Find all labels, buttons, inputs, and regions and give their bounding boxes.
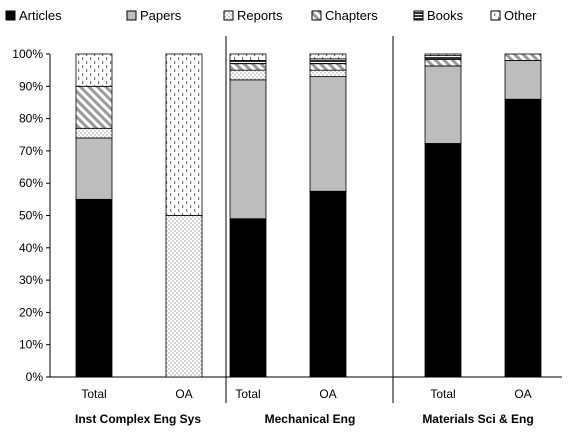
legend-swatch-papers bbox=[126, 10, 137, 21]
y-tick-label: 40% bbox=[19, 241, 43, 255]
y-tick-label: 90% bbox=[19, 79, 43, 93]
group-label-mechanical-eng: Mechanical Eng bbox=[265, 412, 356, 426]
group-label-materials-sci-eng: Materials Sci & Eng bbox=[422, 412, 533, 426]
bar-segment-articles bbox=[229, 218, 267, 378]
x-category-label: OA bbox=[319, 387, 336, 401]
bar-stack-2 bbox=[229, 53, 267, 378]
bar-segment-books bbox=[309, 58, 347, 65]
bar-segment-articles bbox=[309, 190, 347, 378]
bar-segment-articles bbox=[75, 198, 113, 378]
y-tick-label: 20% bbox=[19, 305, 43, 319]
x-category-label: Total bbox=[235, 387, 260, 401]
legend-label-papers: Papers bbox=[140, 8, 182, 23]
y-tick-label: 100% bbox=[12, 47, 43, 61]
bar-stack-0 bbox=[75, 53, 113, 378]
bar-segment-chapters bbox=[424, 59, 462, 67]
y-tick-label: 60% bbox=[19, 176, 43, 190]
bar-segment-other bbox=[309, 53, 347, 60]
bar-segment-chapters bbox=[229, 63, 267, 71]
y-tick-label: 10% bbox=[19, 338, 43, 352]
bar-segment-chapters bbox=[504, 53, 542, 61]
y-tick-label: 30% bbox=[19, 273, 43, 287]
bar-segment-other bbox=[165, 53, 203, 216]
x-category-label: Total bbox=[81, 387, 106, 401]
bar-segment-articles bbox=[424, 143, 462, 378]
bar-segment-books bbox=[229, 60, 267, 65]
x-category-label: OA bbox=[175, 387, 192, 401]
legend-item-articles: Articles bbox=[5, 8, 62, 23]
chart-legend: Articles Papers Reports Chapters Books Other bbox=[5, 8, 537, 23]
bar-segment-reports bbox=[75, 127, 113, 139]
bar-segment-books bbox=[424, 55, 462, 60]
bar-segment-papers bbox=[75, 137, 113, 200]
bar-segment-papers bbox=[309, 76, 347, 192]
legend-swatch-articles bbox=[5, 10, 16, 21]
bar-stack-1 bbox=[165, 53, 203, 378]
bar-stack-3 bbox=[309, 53, 347, 378]
bar-segment-other bbox=[229, 53, 267, 61]
legend-item-chapters: Chapters bbox=[311, 8, 378, 23]
legend-label-other: Other bbox=[504, 8, 537, 23]
bar-segment-reports bbox=[165, 215, 203, 378]
legend-item-books: Books bbox=[413, 8, 464, 23]
y-tick-label: 70% bbox=[19, 144, 43, 158]
bar-stack-4 bbox=[424, 53, 462, 378]
bar-segment-other bbox=[424, 53, 462, 57]
legend-item-reports: Reports bbox=[223, 8, 283, 23]
legend-swatch-chapters bbox=[311, 10, 322, 21]
bar-segment-papers bbox=[229, 79, 267, 220]
legend-swatch-other bbox=[490, 10, 501, 21]
legend-label-books: Books bbox=[427, 8, 464, 23]
x-category-label: Total bbox=[430, 387, 455, 401]
x-category-label: OA bbox=[514, 387, 531, 401]
bar-segment-papers bbox=[504, 60, 542, 100]
bars bbox=[75, 53, 542, 378]
bar-segment-reports bbox=[229, 69, 267, 81]
y-tick-label: 0% bbox=[26, 370, 44, 384]
legend-label-articles: Articles bbox=[19, 8, 62, 23]
bar-segment-chapters bbox=[309, 63, 347, 71]
bar-segment-reports bbox=[309, 69, 347, 78]
y-tick-label: 50% bbox=[19, 209, 43, 223]
bar-segment-articles bbox=[504, 98, 542, 378]
legend-label-chapters: Chapters bbox=[325, 8, 378, 23]
bar-stack-5 bbox=[504, 53, 542, 378]
legend-item-other: Other bbox=[490, 8, 537, 23]
legend-swatch-reports bbox=[223, 10, 234, 21]
y-tick-label: 80% bbox=[19, 112, 43, 126]
group-label-inst-complex-eng-sys: Inst Complex Eng Sys bbox=[75, 412, 201, 426]
axis-labels: Total OA Total OA Total OA Inst Complex Eng Sy… bbox=[75, 387, 534, 426]
axes: 0% 10% 20% 30% 40% 50% 60% 70% 80% 90% 100% bbox=[12, 36, 562, 403]
legend-swatch-books bbox=[413, 10, 424, 21]
bar-segment-chapters bbox=[75, 85, 113, 129]
legend-item-papers: Papers bbox=[126, 8, 182, 23]
bar-segment-other bbox=[75, 53, 113, 87]
bar-segment-papers bbox=[424, 65, 462, 144]
legend-label-reports: Reports bbox=[237, 8, 283, 23]
